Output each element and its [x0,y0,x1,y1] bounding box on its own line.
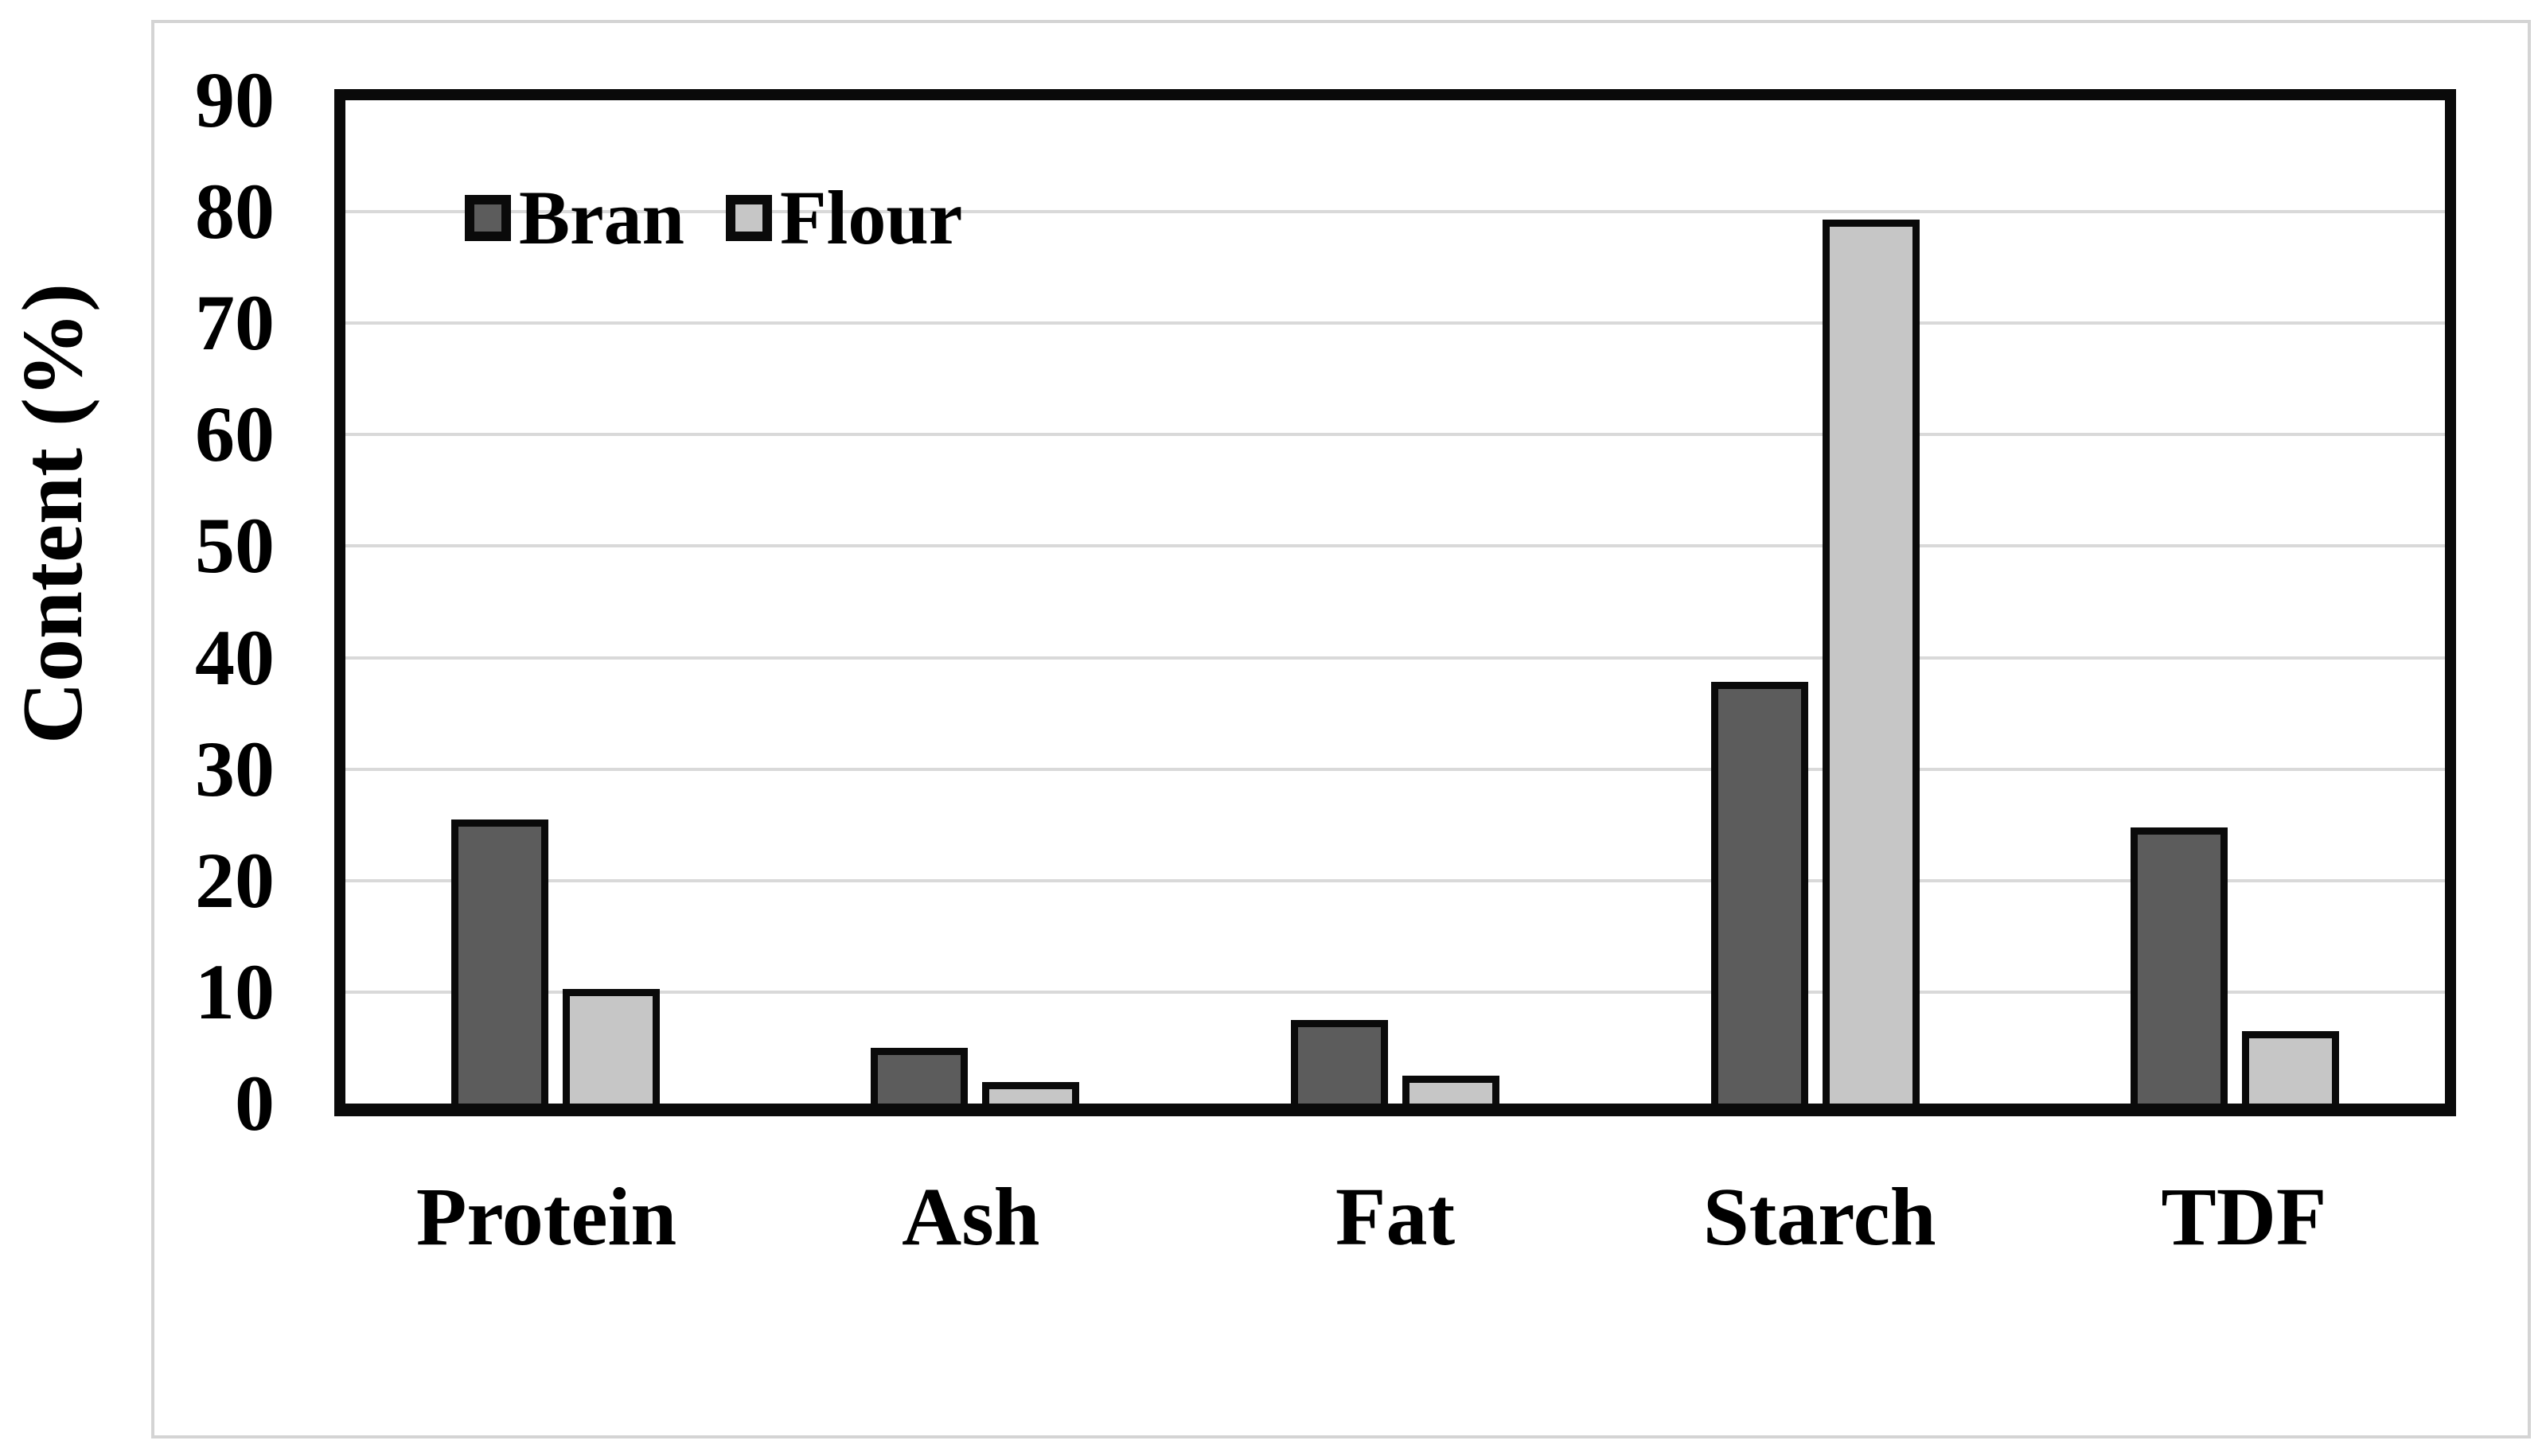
bar-flour-starch [1822,219,1920,1104]
legend: Bran Flour [465,180,962,256]
gridline-80 [345,210,2445,214]
gridline-70 [345,321,2445,325]
y-tick-label-20: 20 [195,835,275,925]
y-tick-label-80: 80 [195,167,275,256]
bar-groups [345,100,2445,1104]
plot-area: Bran Flour [334,89,2456,1116]
legend-marker-bran [465,195,511,241]
y-tick-label-50: 50 [195,501,275,590]
bar-bran-starch [1710,682,1808,1104]
bar-bran-fat [1290,1019,1388,1104]
gridline-10 [345,990,2445,994]
bar-flour-tdf [2242,1030,2340,1104]
bar-flour-fat [1402,1075,1499,1104]
x-label-starch: Starch [1702,1171,1936,1263]
legend-marker-flour [726,195,773,241]
bar-bran-protein [450,819,548,1104]
gridline-40 [345,656,2445,660]
x-label-protein: Protein [415,1171,677,1263]
x-label-ash: Ash [902,1171,1040,1263]
legend-item-flour: Flour [726,180,962,256]
y-tick-label-30: 30 [195,724,275,813]
y-axis-tick-labels: 0 10 20 30 40 50 60 70 80 90 [0,0,275,1456]
bar-group-tdf [2025,100,2445,1104]
bar-group-fat [1185,100,1605,1104]
x-axis-category-labels: Protein Ash Fat Starch TDF [334,1162,2456,1281]
y-tick-label-70: 70 [195,278,275,368]
x-label-tdf: TDF [2161,1171,2327,1263]
y-tick-label-10: 10 [195,947,275,1036]
bar-group-starch [1605,100,2025,1104]
y-tick-label-90: 90 [195,56,275,144]
y-tick-label-0: 0 [235,1059,275,1147]
y-tick-label-40: 40 [195,613,275,702]
gridline-20 [345,878,2445,882]
bar-group-protein [345,100,766,1104]
gridline-30 [345,767,2445,771]
bar-group-ash [766,100,1186,1104]
y-tick-label-60: 60 [195,390,275,479]
legend-label-bran: Bran [519,175,685,260]
bar-bran-ash [871,1047,969,1104]
bar-flour-protein [562,988,660,1104]
x-label-fat: Fat [1335,1171,1456,1263]
legend-label-flour: Flour [780,175,963,260]
bar-bran-tdf [2131,827,2228,1104]
gridline-60 [345,433,2445,437]
legend-item-bran: Bran [465,180,684,256]
bar-flour-ash [982,1082,1080,1104]
gridline-50 [345,544,2445,548]
